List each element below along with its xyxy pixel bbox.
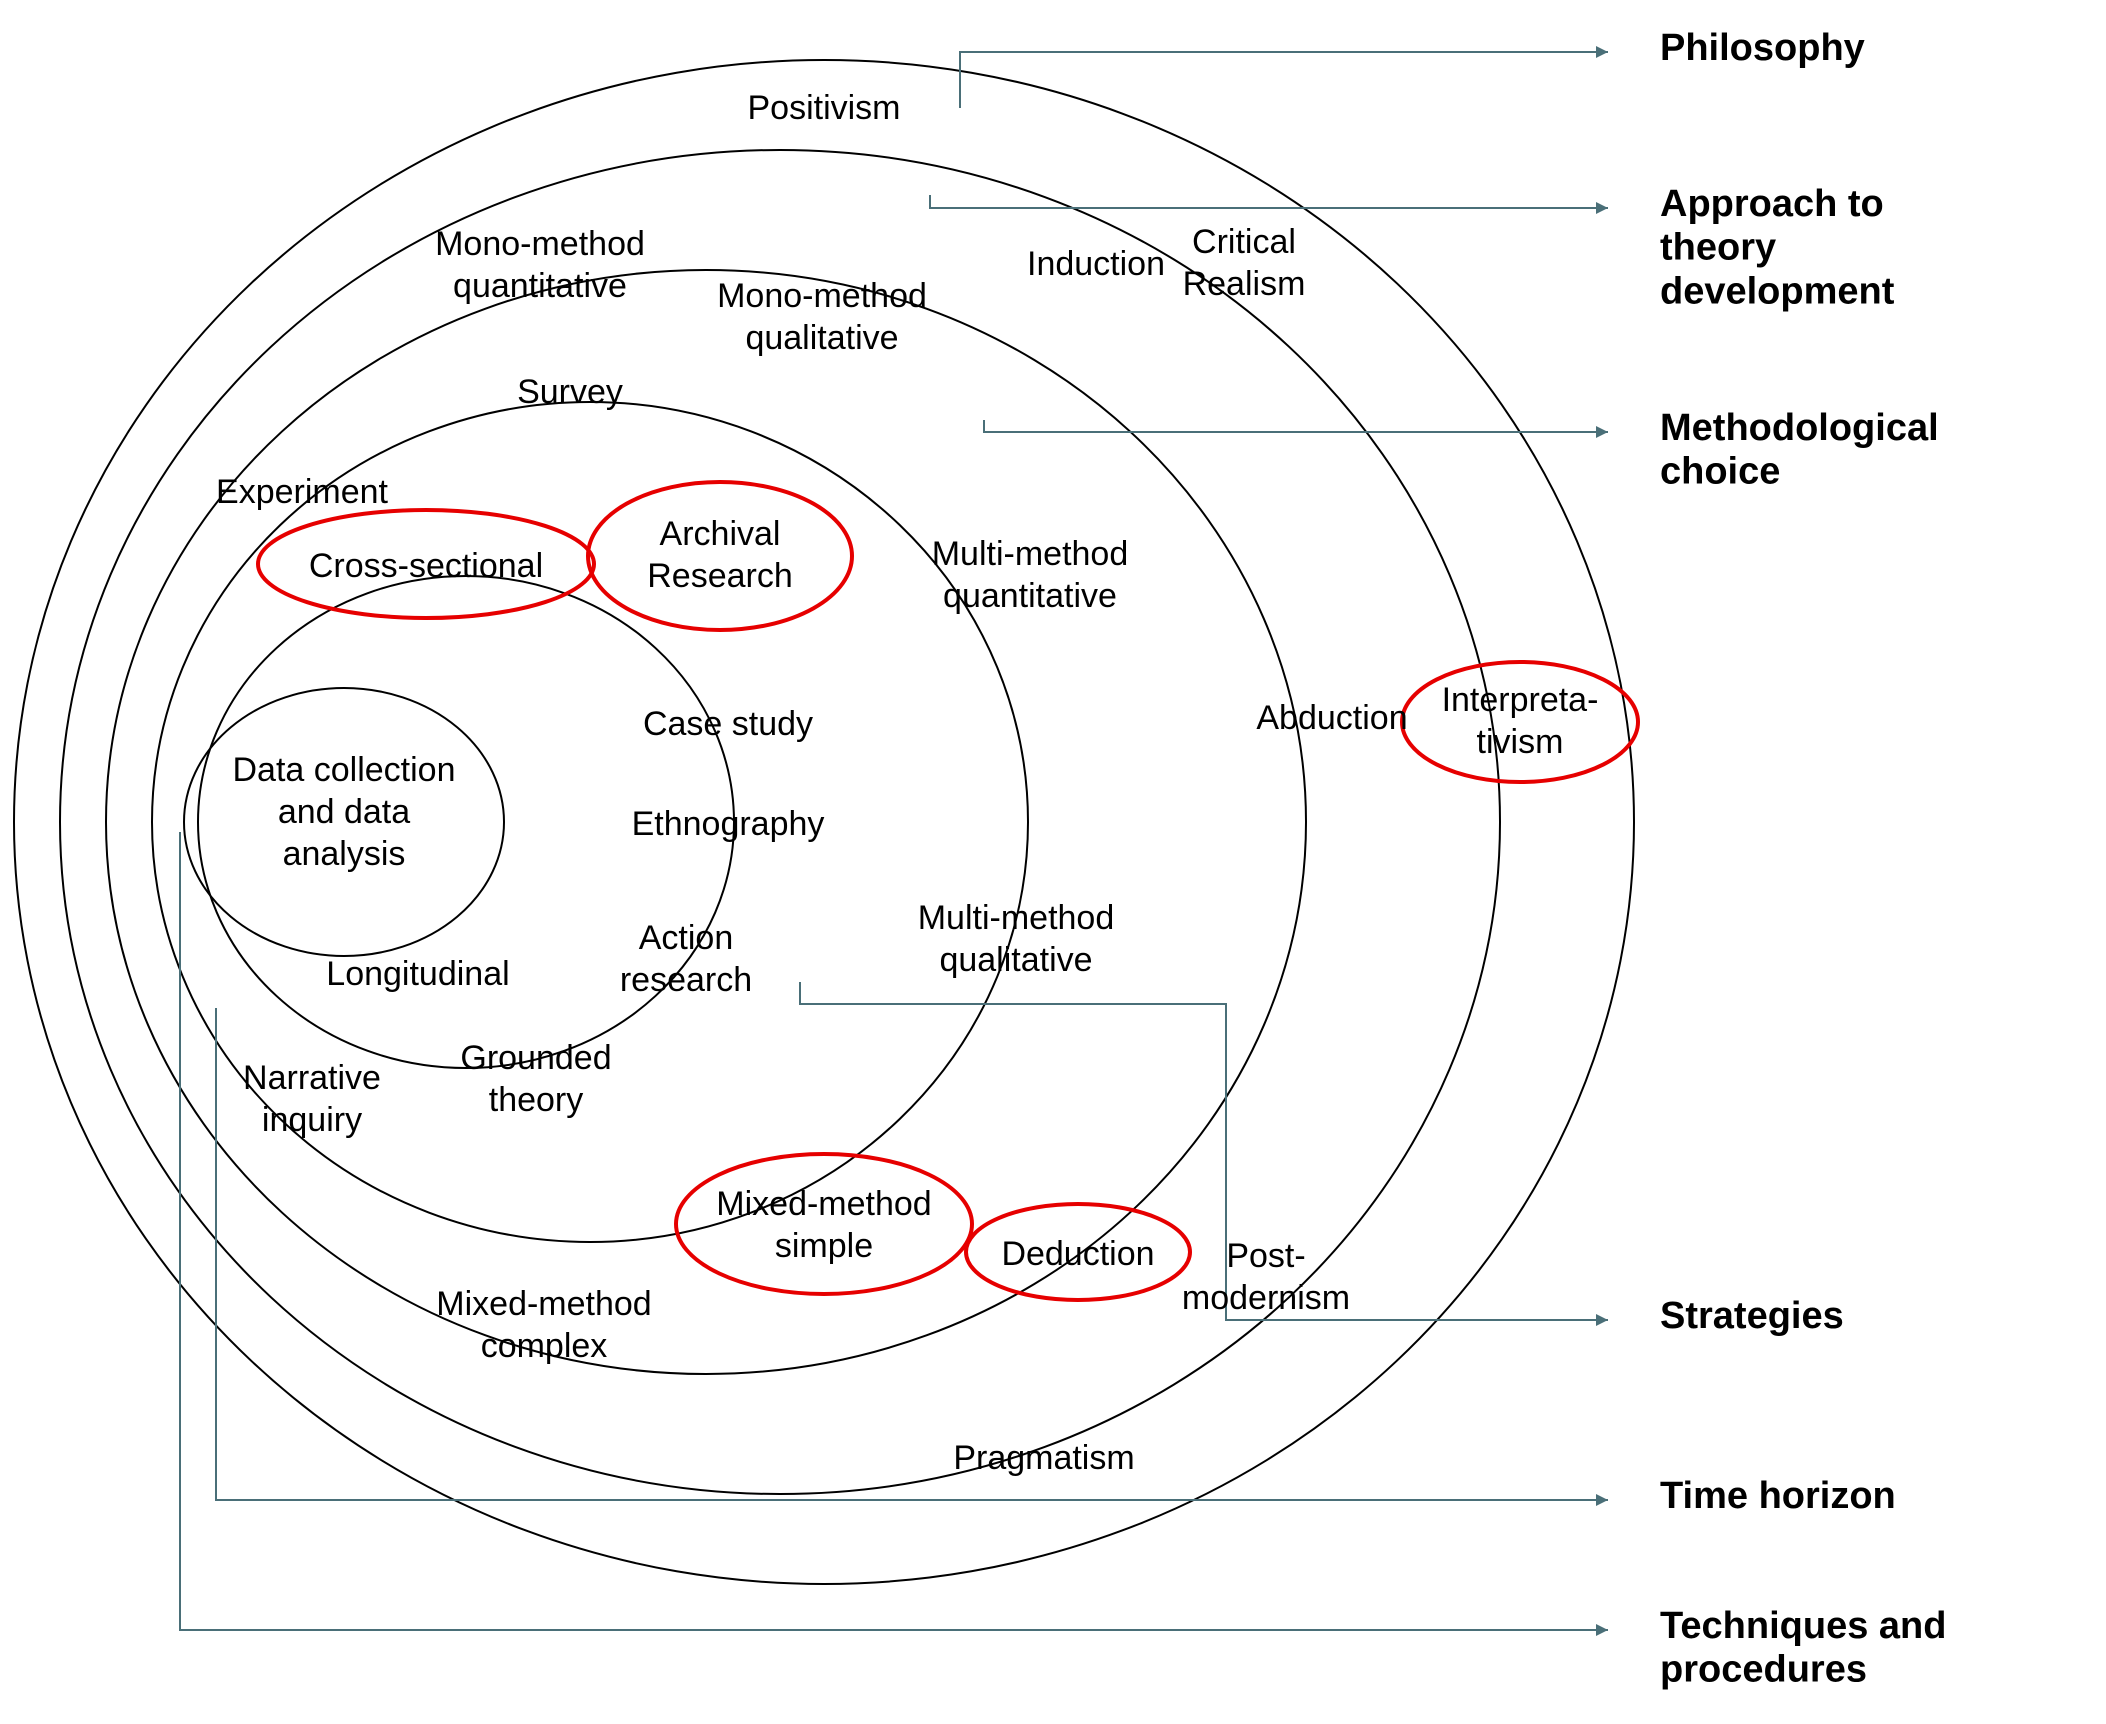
layer-label: Methodologicalchoice	[1660, 407, 1939, 493]
onion-label: Narrative	[243, 1059, 381, 1097]
onion-label: Mixed-method	[716, 1185, 931, 1223]
onion-label: Positivism	[747, 89, 900, 127]
onion-label: Mixed-method	[436, 1285, 651, 1323]
onion-label: Deduction	[1001, 1235, 1154, 1273]
onion-label: Research	[647, 557, 793, 595]
leader-arrow-4	[216, 1008, 1608, 1500]
research-onion-diagram: Positivism Critical Realism Interpreta-tivi…	[0, 0, 2106, 1724]
layer-label: Time horizon	[1660, 1475, 1896, 1517]
onion-label: Post-	[1226, 1237, 1305, 1275]
onion-label: Multi-method	[918, 899, 1115, 937]
onion-label: Cross-sectional	[309, 547, 543, 585]
onion-label: complex	[481, 1327, 608, 1365]
onion-label: Longitudinal	[326, 955, 509, 993]
layer-label: Strategies	[1660, 1295, 1844, 1337]
onion-label: qualitative	[939, 941, 1092, 979]
leader-arrow-3	[800, 982, 1608, 1320]
onion-label: Interpreta-	[1442, 681, 1599, 719]
onion-label: Archival	[660, 515, 781, 553]
onion-label: quantitative	[453, 267, 627, 305]
onion-label: and data	[278, 793, 410, 831]
onion-label: Survey	[517, 373, 623, 411]
onion-label: simple	[775, 1227, 873, 1265]
onion-label: Action	[639, 919, 734, 957]
onion-label: Induction	[1027, 245, 1165, 283]
onion-label: Case study	[643, 705, 813, 743]
onion-label: research	[620, 961, 752, 999]
leader-arrow-1	[930, 195, 1608, 208]
onion-label: Pragmatism	[953, 1439, 1134, 1477]
onion-label: Mono-method	[435, 225, 645, 263]
onion-label: theory	[489, 1081, 584, 1119]
leader-arrow-5	[180, 832, 1608, 1630]
onion-label: inquiry	[262, 1101, 362, 1139]
layer-label: Approach totheorydevelopment	[1660, 183, 1895, 312]
onion-label: analysis	[283, 835, 406, 873]
onion-label: tivism	[1477, 723, 1564, 761]
onion-label: Grounded	[460, 1039, 611, 1077]
onion-label: qualitative	[745, 319, 898, 357]
onion-label: Multi-method	[932, 535, 1129, 573]
onion-label: Experiment	[216, 473, 389, 511]
onion-label: Critical	[1192, 223, 1296, 261]
onion-label: Abduction	[1256, 699, 1407, 737]
leader-arrow-0	[960, 52, 1608, 108]
onion-label: Data collection	[232, 751, 455, 789]
onion-label: Mono-method	[717, 277, 927, 315]
onion-label: Ethnography	[632, 805, 825, 843]
onion-label: quantitative	[943, 577, 1117, 615]
layer-label: Philosophy	[1660, 27, 1865, 69]
onion-label: modernism	[1182, 1279, 1350, 1317]
onion-label: Realism	[1183, 265, 1306, 303]
layer-label: Techniques andprocedures	[1660, 1605, 1946, 1691]
